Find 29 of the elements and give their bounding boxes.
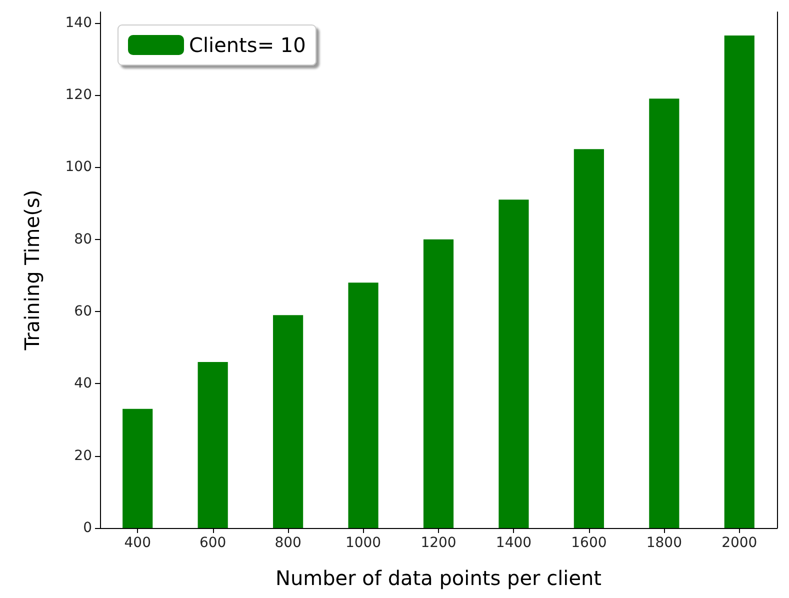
bar	[198, 362, 228, 528]
x-tick-label: 1800	[646, 535, 682, 551]
bar	[273, 315, 304, 528]
bar	[574, 149, 604, 528]
legend-label: Clients= 10	[189, 33, 306, 57]
x-tick-label: 1400	[496, 535, 532, 551]
x-tick-label: 600	[199, 535, 226, 551]
x-tick-label: 1000	[345, 535, 382, 551]
bar	[423, 239, 454, 528]
y-tick-label: 140	[65, 14, 92, 31]
y-tick-label: 40	[74, 376, 92, 392]
bar	[649, 98, 680, 528]
y-axis-title: Training Time(s)	[20, 190, 44, 352]
x-tick-label: 800	[274, 535, 302, 551]
x-tick-label: 1200	[420, 535, 456, 551]
y-tick-label: 80	[74, 231, 92, 248]
y-tick-label: 100	[65, 159, 92, 176]
bar	[122, 408, 153, 528]
x-axis-title: Number of data points per client	[275, 566, 602, 590]
y-tick-label: 0	[83, 520, 92, 536]
x-tick-label: 1600	[571, 535, 607, 551]
x-tick-label: 2000	[722, 535, 758, 551]
x-tick-label: 400	[124, 535, 151, 551]
y-tick-label: 60	[74, 303, 92, 320]
bar	[724, 35, 754, 528]
bar	[348, 282, 378, 528]
y-tick-label: 20	[74, 448, 92, 464]
bar	[498, 200, 529, 528]
y-tick-label: 120	[65, 86, 92, 103]
